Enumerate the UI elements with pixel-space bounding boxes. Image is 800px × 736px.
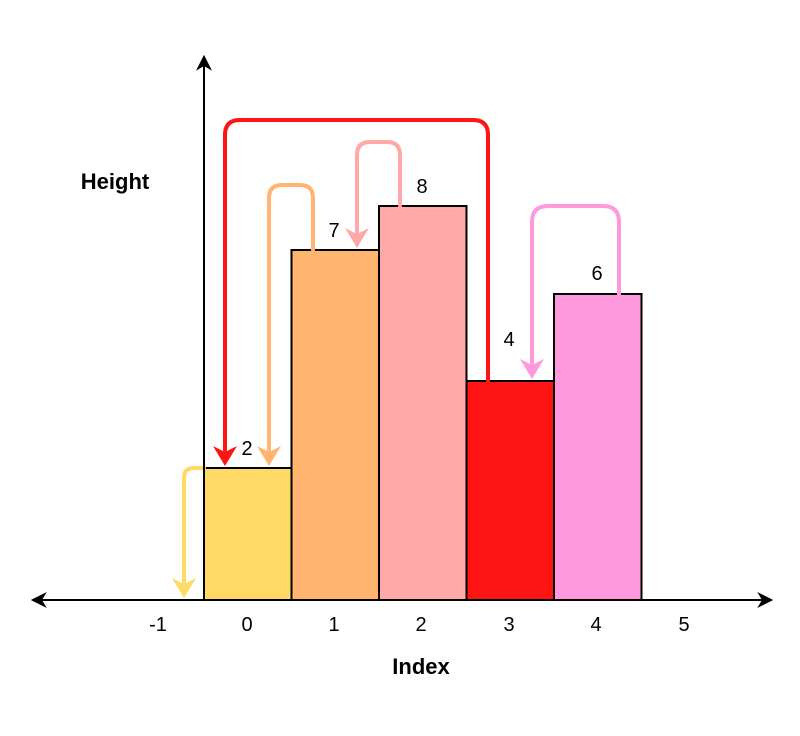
- bar-index-1: [290, 249, 380, 601]
- bar-label-4: 6: [591, 263, 602, 285]
- tick-minus1: -1: [149, 614, 167, 636]
- bar-value-labels: 2 7 8 4 6: [241, 176, 602, 460]
- arrow-2-to-1: [345, 140, 402, 248]
- bars: [203, 205, 643, 601]
- tick-5: 5: [678, 614, 689, 636]
- arrow-3-to-0: [213, 118, 490, 466]
- tick-3: 3: [503, 614, 514, 636]
- bar-label-3: 4: [503, 329, 514, 351]
- bar-index-2: [378, 205, 468, 601]
- tick-2: 2: [415, 614, 426, 636]
- bar-label-0: 2: [241, 438, 252, 460]
- bar-index-4: [553, 293, 643, 601]
- arrow-4-to-3: [520, 204, 621, 379]
- x-axis-title: Index: [392, 654, 450, 679]
- arrow-0-to-minus1: [172, 466, 206, 598]
- y-axis-title: Height: [81, 169, 150, 194]
- arrows: [172, 118, 621, 598]
- bar-label-2: 8: [416, 176, 427, 198]
- arrow-1-to-0: [257, 183, 315, 466]
- x-tick-labels: -1 0 1 2 3 4 5: [149, 614, 689, 636]
- bar-index-0: [203, 467, 293, 601]
- bar-index-3: [465, 380, 555, 601]
- axes: [30, 54, 774, 608]
- tick-0: 0: [241, 614, 252, 636]
- bar-label-1: 7: [328, 220, 339, 242]
- tick-1: 1: [328, 614, 339, 636]
- tick-4: 4: [590, 614, 601, 636]
